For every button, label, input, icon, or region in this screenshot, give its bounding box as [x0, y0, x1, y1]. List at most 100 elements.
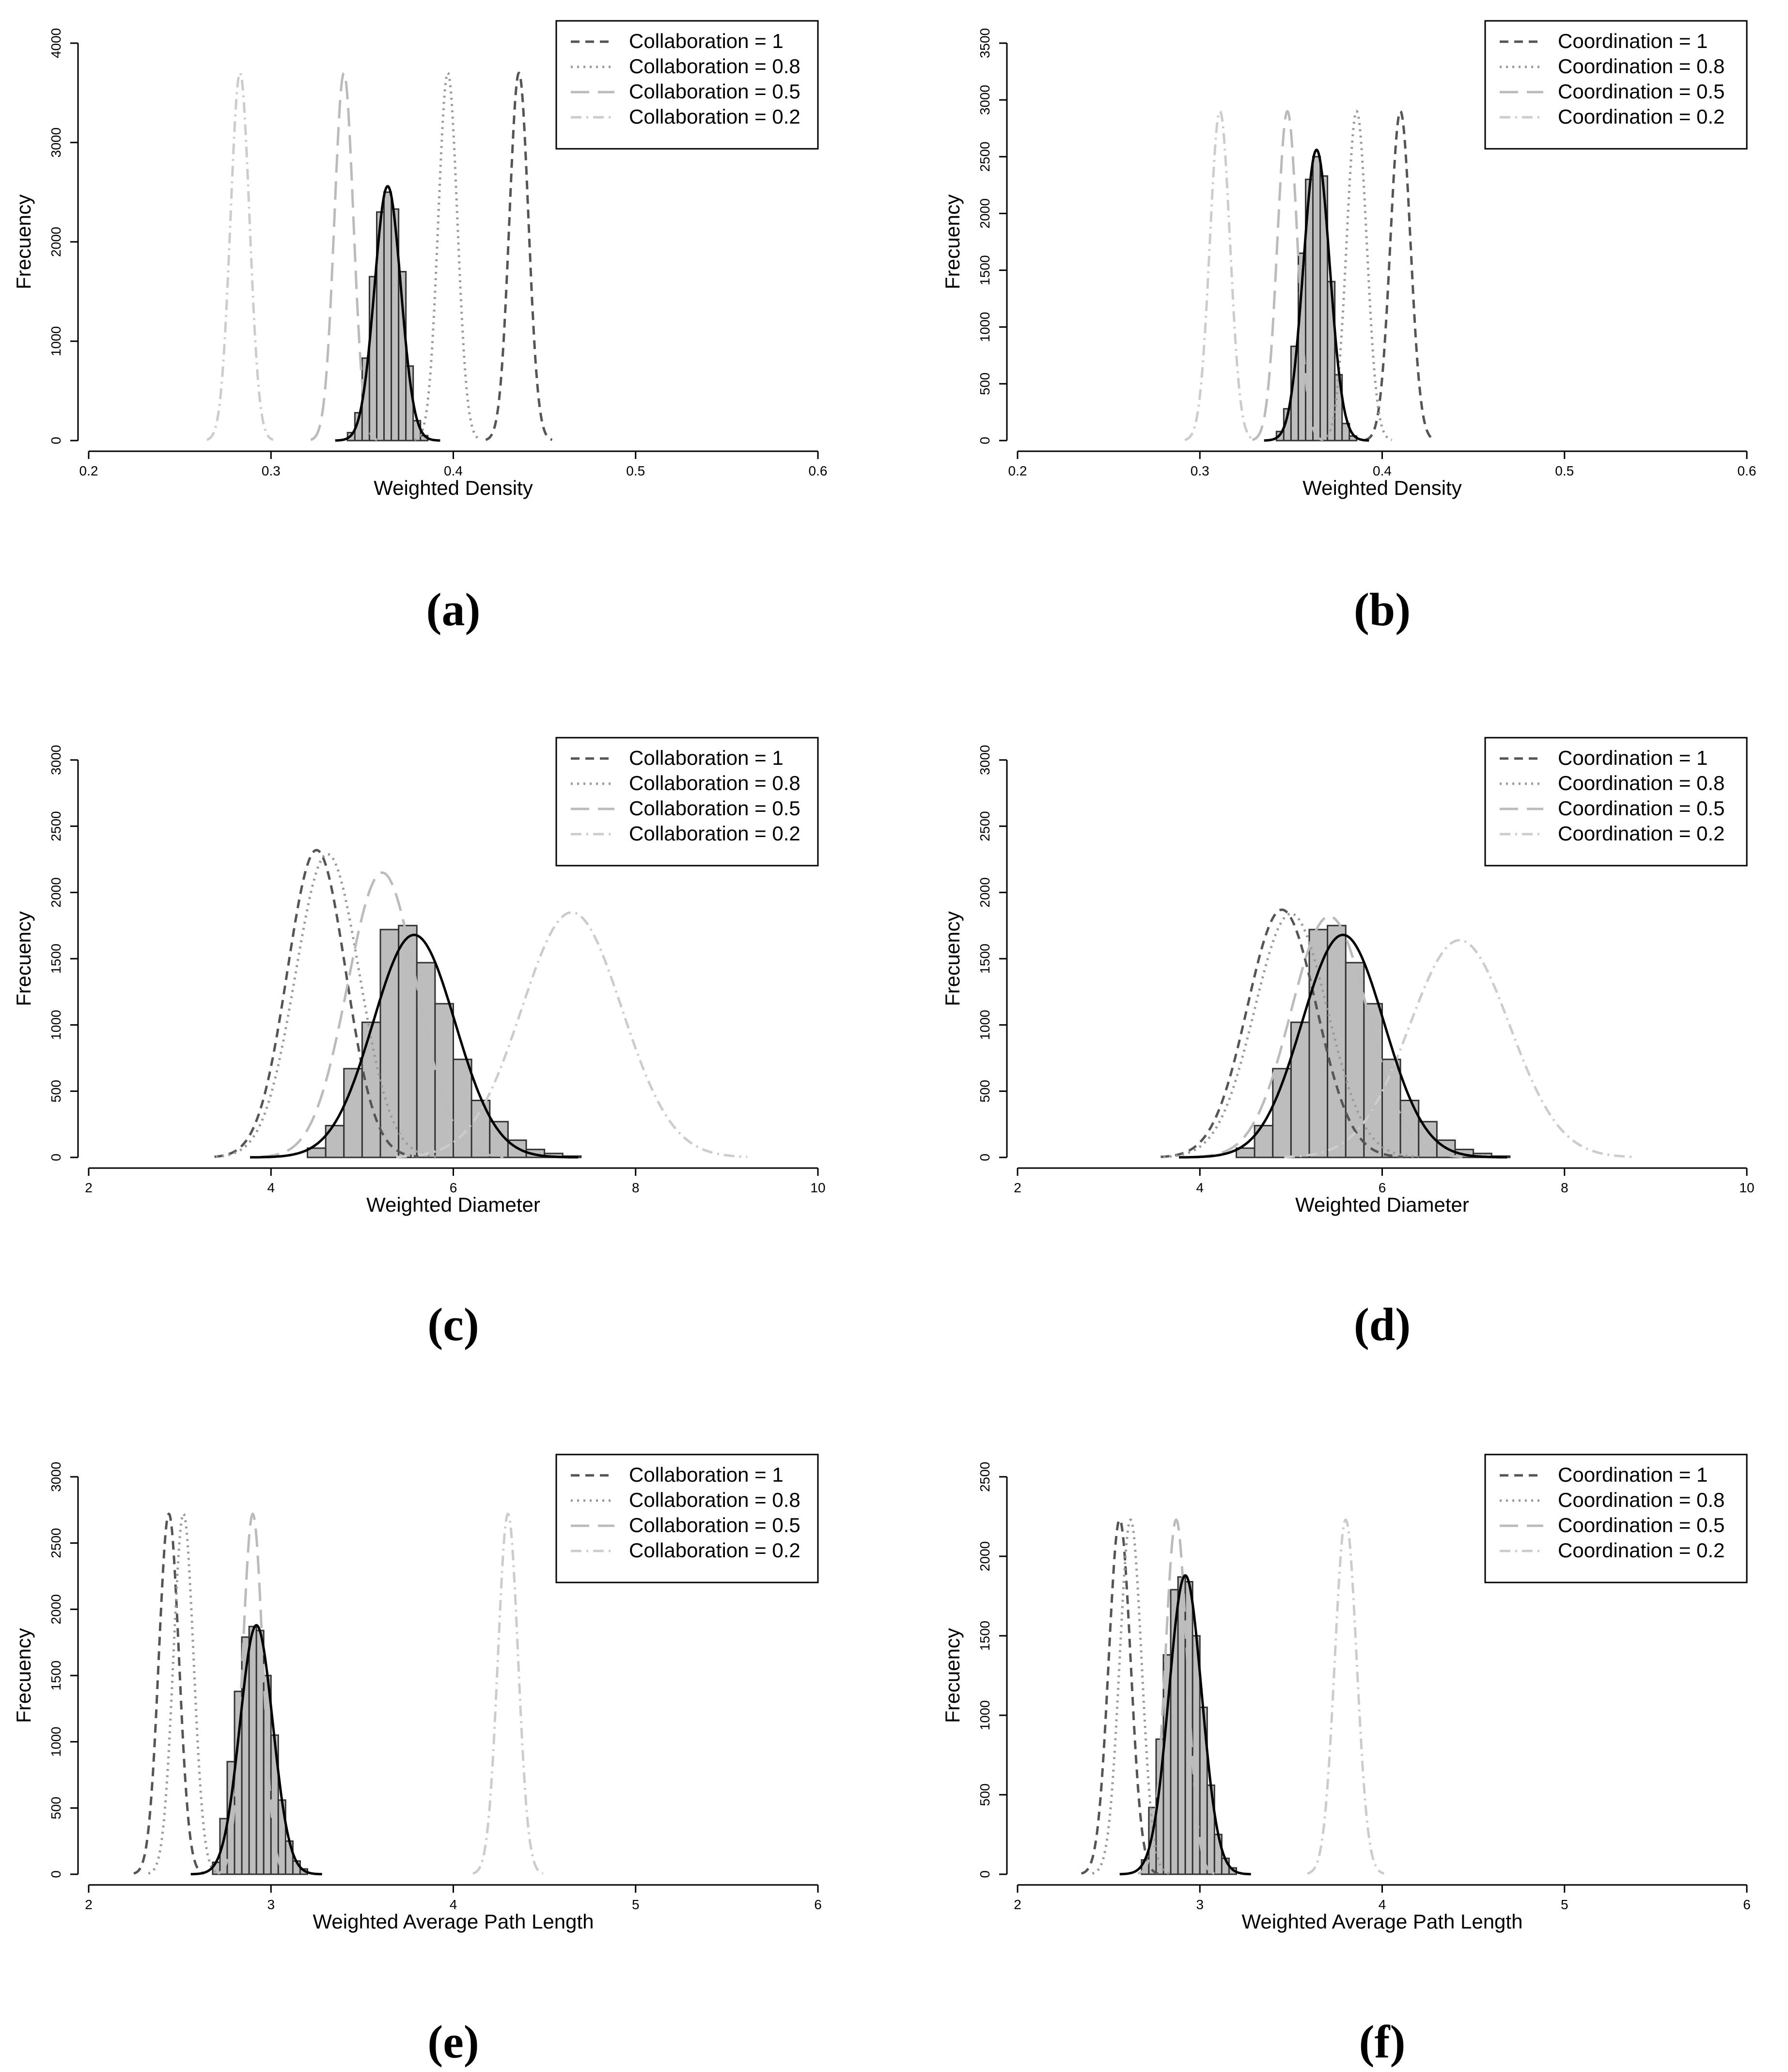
legend-entry: Coordination = 0.5: [1558, 80, 1725, 103]
histogram-bar: [1290, 1021, 1310, 1158]
x-tick-label: 0.2: [79, 463, 98, 478]
y-tick-label: 3500: [977, 28, 992, 58]
legend-entry: Collaboration = 0.2: [629, 822, 800, 845]
series-curve: [1161, 908, 1403, 1158]
histogram: [1236, 925, 1511, 1158]
y-tick-label: 1000: [977, 1010, 992, 1040]
y-tick-label: 2500: [977, 811, 992, 841]
series-curve: [1081, 1518, 1159, 1875]
series-curve: [1284, 939, 1635, 1158]
x-tick-label: 2: [1014, 1180, 1021, 1195]
legend-entry: Collaboration = 0.2: [629, 105, 800, 128]
legend-entry: Coordination = 0.2: [1558, 105, 1725, 128]
y-tick-label: 2500: [48, 1528, 63, 1558]
histogram-bar: [398, 925, 418, 1158]
y-tick-label: 2500: [48, 811, 63, 841]
x-tick-label: 2: [85, 1180, 93, 1195]
y-axis-label: Frecuency: [12, 194, 35, 289]
series-curve: [206, 71, 274, 441]
legend-entry: Collaboration = 0.5: [629, 1514, 800, 1536]
chart-panel-c: 2 4 6 8 10 0 500 1000 1500 2000 2500 3000 Weighted D…: [12, 737, 826, 1350]
series-curve: [261, 871, 504, 1158]
y-tick-label: 0: [48, 1154, 63, 1161]
y-axis-label: Frecuency: [12, 911, 35, 1006]
histogram: [346, 191, 429, 442]
y-tick-label: 1500: [977, 944, 992, 974]
legend-entry: Coordination = 0.2: [1558, 1539, 1725, 1562]
x-tick-label: 4: [1196, 1180, 1204, 1195]
y-tick-label: 0: [977, 1154, 992, 1161]
y-tick-label: 1500: [977, 255, 992, 285]
x-axis-label: Weighted Diameter: [366, 1193, 540, 1216]
y-tick-label: 4000: [48, 28, 63, 58]
y-tick-label: 500: [977, 1784, 992, 1806]
legend: Collaboration = 1 Collaboration = 0.8 Coll…: [555, 737, 819, 867]
legend-entry: Collaboration = 0.5: [629, 797, 800, 820]
series-curve: [148, 1512, 219, 1875]
legend-entry: Collaboration = 0.2: [629, 1539, 800, 1562]
x-tick-label: 8: [632, 1180, 640, 1195]
fitted-normal-curve: [250, 933, 579, 1159]
legend-entry: Collaboration = 0.8: [629, 55, 800, 78]
panel-label: (a): [426, 584, 481, 635]
series-curve: [1092, 1518, 1170, 1875]
y-tick-label: 1000: [48, 1727, 63, 1757]
x-tick-label: 4: [267, 1180, 275, 1195]
legend-entry: Collaboration = 1: [629, 746, 784, 769]
x-tick-label: 6: [1743, 1897, 1751, 1912]
y-tick-label: 1500: [48, 1661, 63, 1691]
x-axis-label: Weighted Density: [374, 476, 533, 499]
histogram: [307, 925, 582, 1158]
legend-entry: Coordination = 0.8: [1558, 55, 1725, 78]
x-tick-label: 0.6: [809, 463, 828, 478]
fitted-normal-curve: [1264, 148, 1369, 442]
y-tick-label: 1000: [977, 1700, 992, 1730]
series-curve: [396, 911, 748, 1158]
y-tick-label: 0: [48, 1870, 63, 1878]
x-tick-label: 3: [1196, 1897, 1204, 1912]
x-tick-label: 0.3: [262, 463, 281, 478]
histogram-bar: [1312, 156, 1321, 442]
y-tick-label: 500: [977, 1080, 992, 1103]
y-tick-label: 2000: [48, 877, 63, 907]
histogram-bar: [1363, 1003, 1383, 1158]
legend-entry: Coordination = 0.8: [1558, 1488, 1725, 1511]
y-tick-label: 1500: [977, 1621, 992, 1651]
legend-entry: Coordination = 0.2: [1558, 822, 1725, 845]
legend-entry: Collaboration = 1: [629, 1463, 784, 1486]
fitted-normal-curve: [1119, 1574, 1251, 1876]
chart-panel-d: 2 4 6 8 10 0 500 1000 1500 2000 2500 3000 Weighted D…: [941, 737, 1755, 1350]
panel-label: (d): [1354, 1298, 1411, 1350]
x-tick-label: 2: [1014, 1897, 1021, 1912]
x-tick-label: 0.3: [1191, 463, 1209, 478]
x-axis-label: Weighted Average Path Length: [1242, 1910, 1523, 1933]
y-tick-label: 3000: [48, 127, 63, 158]
y-axis-label: Frecuency: [941, 1628, 964, 1723]
x-tick-label: 2: [85, 1897, 93, 1912]
series-curve: [214, 849, 419, 1158]
y-tick-label: 2000: [48, 227, 63, 257]
histogram: [1141, 1576, 1237, 1875]
x-tick-label: 8: [1561, 1180, 1568, 1195]
x-tick-label: 0.4: [1373, 463, 1392, 478]
histogram-bar: [1327, 925, 1347, 1158]
y-tick-label: 500: [977, 372, 992, 395]
series-curve: [414, 71, 482, 441]
y-axis-label: Frecuency: [941, 194, 964, 289]
series-curve: [1307, 1518, 1385, 1875]
fitted-normal-curve: [335, 185, 440, 442]
histogram-bar: [379, 929, 400, 1158]
series-curve: [472, 1512, 544, 1875]
y-tick-label: 500: [48, 1797, 63, 1819]
y-tick-label: 2500: [977, 142, 992, 172]
x-tick-label: 5: [632, 1897, 640, 1912]
legend-entry: Collaboration = 0.8: [629, 772, 800, 794]
series-curve: [133, 1512, 204, 1875]
legend-entry: Coordination = 0.8: [1558, 772, 1725, 794]
fitted-normal-curve: [190, 1624, 322, 1876]
histogram-bar: [248, 1626, 257, 1875]
legend-entry: Coordination = 1: [1558, 1463, 1708, 1486]
x-tick-label: 10: [1739, 1180, 1754, 1195]
